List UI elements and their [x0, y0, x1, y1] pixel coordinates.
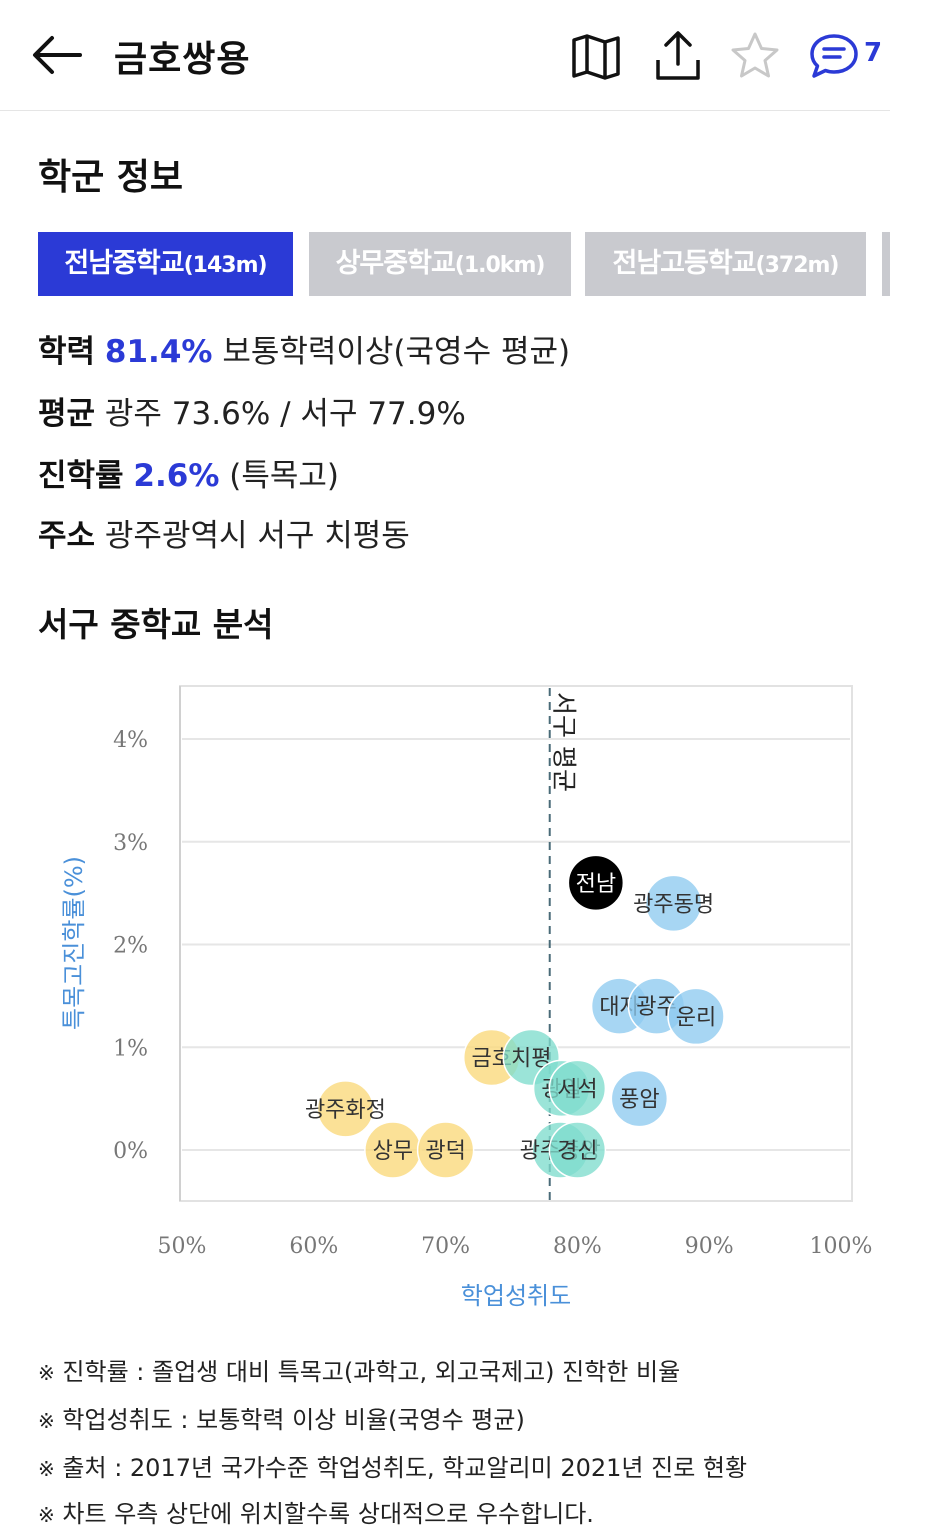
note-item: ※ 진학률 : 졸업생 대비 특목고(과학고, 외고국제고) 진학한 비율: [38, 1352, 680, 1387]
y-tick-label: 0%: [113, 1139, 148, 1164]
x-tick-label: 90%: [685, 1234, 734, 1259]
data-point[interactable]: [548, 1121, 607, 1179]
x-tick-label: 100%: [810, 1234, 873, 1259]
tab-school-1[interactable]: 상무중학교(1.0km): [309, 232, 571, 296]
data-point[interactable]: [610, 1069, 669, 1128]
note-mark: ※: [38, 1361, 55, 1385]
data-point-label: 전남: [576, 872, 616, 897]
data-point-label: 상무: [373, 1139, 413, 1164]
note-mark: ※: [38, 1457, 55, 1481]
tab-school-name: 전남고등학교: [612, 248, 756, 279]
share-icon[interactable]: [650, 28, 706, 84]
note-item: ※ 출처 : 2017년 국가수준 학업성취도, 학교알리미 2021년 진로 …: [38, 1448, 747, 1483]
y-tick-label: 2%: [113, 934, 148, 959]
achievement-row: 학력 81.4% 보통학력이상(국영수 평균): [38, 326, 570, 371]
tab-school-distance: (143m): [183, 253, 268, 278]
y-tick-label: 3%: [113, 831, 148, 856]
y-axis-label: 특목고진학률(%): [60, 856, 88, 1030]
data-point-label: 광주동명: [633, 892, 714, 917]
tab-school-more[interactable]: [882, 232, 890, 296]
advance-row: 진학률 2.6% (특목고): [38, 450, 339, 495]
note-item: ※ 차트 우측 상단에 위치할수록 상대적으로 우수합니다.: [38, 1494, 594, 1529]
data-point-label: 경신: [557, 1139, 597, 1164]
data-point[interactable]: [644, 874, 703, 933]
average-label: 평균: [38, 396, 96, 432]
scatter-chart: 0% 1% 2% 3% 4% 50% 60% 70% 80% 90% 100% 서구 평균 광주동…: [60, 685, 873, 1310]
advance-desc: (특목고): [229, 458, 340, 494]
data-point-label: 서석: [557, 1077, 597, 1102]
school-tabs: 전남중학교(143m) 상무중학교(1.0km) 전남고등학교(372m): [38, 232, 890, 296]
advance-value: 2.6%: [133, 458, 220, 494]
data-point[interactable]: [416, 1121, 475, 1179]
achievement-label: 학력: [38, 334, 96, 370]
data-point-label: 광덕: [425, 1139, 465, 1164]
note-text: 학업성취도 : 보통학력 이상 비율(국영수 평균): [62, 1406, 525, 1434]
note-item: ※ 학업성취도 : 보통학력 이상 비율(국영수 평균): [38, 1400, 525, 1435]
address-text: 광주광역시 서구 치평동: [104, 518, 410, 554]
page-title: 금호쌍용: [114, 39, 251, 80]
x-tick-label: 60%: [289, 1234, 338, 1259]
tab-school-0[interactable]: 전남중학교(143m): [38, 232, 293, 296]
data-point[interactable]: [667, 987, 725, 1046]
note-mark: ※: [38, 1503, 55, 1527]
data-point-label: 광주화정: [305, 1098, 386, 1123]
school-info-title: 학군 정보: [38, 157, 184, 198]
analysis-title: 서구 중학교 분석: [38, 605, 274, 644]
x-tick-label: 70%: [421, 1234, 470, 1259]
address-row: 주소 광주광역시 서구 치평동: [38, 510, 410, 555]
tab-school-name: 전남중학교: [64, 248, 184, 279]
map-book-icon[interactable]: [568, 28, 624, 84]
tab-school-distance: (1.0km): [454, 253, 546, 278]
data-point[interactable]: [316, 1080, 375, 1138]
back-arrow-icon[interactable]: [30, 30, 84, 80]
note-text: 진학률 : 졸업생 대비 특목고(과학고, 외고국제고) 진학한 비율: [62, 1358, 681, 1386]
x-axis-label: 학업성취도: [461, 1282, 571, 1310]
tab-school-distance: (372m): [755, 253, 840, 278]
star-icon[interactable]: [727, 28, 783, 84]
x-tick-label: 50%: [158, 1234, 207, 1259]
average-text: 광주 73.6% / 서구 77.9%: [104, 396, 466, 432]
data-point-label: 운리: [676, 1005, 716, 1030]
note-mark: ※: [38, 1409, 55, 1433]
comment-count[interactable]: 7: [864, 38, 883, 68]
achievement-desc: 보통학력이상(국영수 평균): [222, 334, 571, 370]
note-text: 출처 : 2017년 국가수준 학업성취도, 학교알리미 2021년 진로 현황: [62, 1454, 748, 1482]
app-header: 금호쌍용 7: [0, 0, 890, 111]
x-tick-label: 80%: [553, 1234, 602, 1259]
data-point-label: 풍암: [619, 1088, 659, 1113]
advance-label: 진학률: [38, 458, 124, 494]
y-tick-label: 4%: [113, 728, 148, 753]
note-text: 차트 우측 상단에 위치할수록 상대적으로 우수합니다.: [62, 1500, 594, 1528]
achievement-value: 81.4%: [104, 334, 213, 370]
average-row: 평균 광주 73.6% / 서구 77.9%: [38, 388, 466, 433]
tab-school-name: 상무중학교: [335, 248, 456, 279]
y-tick-label: 1%: [113, 1036, 148, 1061]
reference-line-label: 서구 평균: [550, 692, 579, 792]
tab-school-2[interactable]: 전남고등학교(372m): [585, 232, 866, 296]
data-point[interactable]: [548, 1059, 607, 1118]
comment-icon[interactable]: [806, 28, 862, 84]
data-point[interactable]: [569, 856, 623, 910]
address-label: 주소: [38, 518, 96, 554]
